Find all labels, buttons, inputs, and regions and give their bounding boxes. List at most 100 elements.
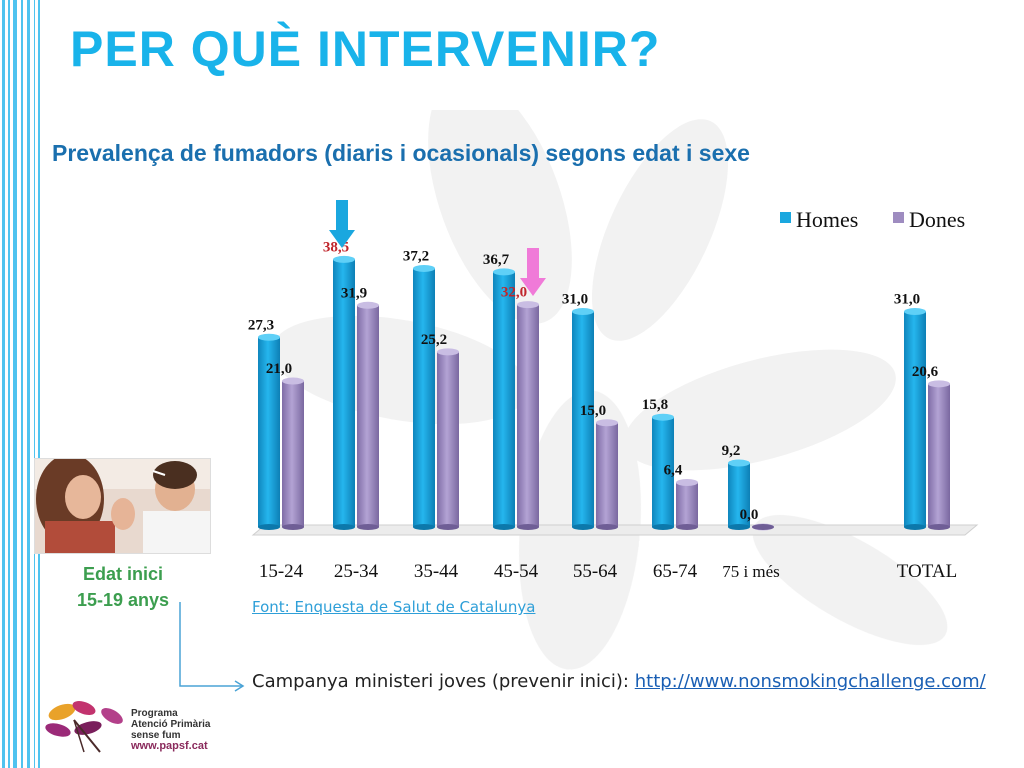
bar-dones-55-64 (596, 422, 618, 527)
papsf-logo (45, 701, 123, 753)
bar-top-dones-TOTAL (928, 380, 950, 388)
bar-top-homes-25-34 (333, 255, 355, 263)
bar-homes-15-24 (258, 337, 280, 527)
bar-dones-15-24 (282, 381, 304, 527)
slide-title: PER QUÈ INTERVENIR? (70, 21, 661, 77)
decor-stripe (2, 0, 5, 768)
bar-top-dones-45-54 (517, 301, 539, 309)
bar-base-dones-55-64 (596, 524, 618, 530)
decor-stripe (27, 0, 30, 768)
pink-arrow-head (520, 278, 546, 296)
start-age-title: Edat inici (82, 564, 163, 584)
legend-swatch (780, 212, 791, 223)
bar-homes-TOTAL (904, 311, 926, 527)
data-label: 31,0 (562, 292, 588, 308)
bar-top-homes-TOTAL (904, 308, 926, 316)
legend-label: Dones (909, 207, 965, 232)
bar-top-homes-65-74 (652, 413, 674, 421)
bar-homes-65-74 (652, 417, 674, 527)
bar-dones-65-74 (676, 482, 698, 527)
bar-base-homes-35-44 (413, 524, 435, 530)
bar-base-dones-35-44 (437, 524, 459, 530)
connector-arrow (179, 602, 245, 692)
bar-top-homes-75-i-més (728, 459, 750, 467)
bar-chart: 27,321,015-2438,531,925-3437,225,235-443… (248, 200, 979, 582)
logo-text: Programa Atenció Primària sense fum www.… (131, 708, 210, 752)
decor-stripe (21, 0, 23, 768)
bar-top-homes-55-64 (572, 308, 594, 316)
data-label: 0,0 (740, 507, 759, 523)
bar-homes-55-64 (572, 311, 594, 527)
start-age-range: 15-19 anys (76, 590, 170, 610)
bar-top-dones-55-64 (596, 419, 618, 427)
source-link[interactable]: Font: Enquesta de Salut de Catalunya (252, 598, 536, 616)
bar-homes-35-44 (413, 268, 435, 527)
bar-top-dones-65-74 (676, 479, 698, 487)
data-label: 21,0 (266, 361, 292, 377)
bar-base-dones-75-i-més (752, 524, 774, 530)
pink-arrow-shaft (527, 248, 539, 278)
chart-subtitle: Prevalença de fumadors (diaris i ocasion… (52, 140, 750, 166)
bar-top-dones-35-44 (437, 348, 459, 356)
blue-arrow-shaft (336, 200, 348, 230)
bar-top-dones-15-24 (282, 377, 304, 385)
data-label: 31,0 (894, 292, 920, 308)
campaign-line: Campanya ministeri joves (prevenir inici… (252, 671, 986, 692)
bar-dones-25-34 (357, 305, 379, 527)
bar-homes-25-34 (333, 259, 355, 527)
campaign-link[interactable]: http://www.nonsmokingchallenge.com/ (634, 671, 986, 692)
bar-base-dones-15-24 (282, 524, 304, 530)
decor-stripe (13, 0, 17, 768)
data-label: 27,3 (248, 317, 274, 333)
logo-line3: sense fum (131, 730, 181, 741)
x-tick-label: 15-24 (259, 561, 304, 582)
x-tick-label: 35-44 (414, 561, 459, 582)
x-tick-label: 65-74 (653, 561, 698, 582)
young-people-photo (34, 458, 211, 554)
data-label: 25,2 (421, 332, 447, 348)
data-label: 36,7 (483, 252, 510, 268)
data-label: 9,2 (722, 443, 741, 459)
logo-line1: Programa (131, 708, 178, 719)
data-label: 31,9 (341, 285, 367, 301)
start-age-label: Edat inici 15-19 anys (58, 561, 188, 613)
bar-dones-45-54 (517, 304, 539, 527)
x-tick-label: 25-34 (334, 561, 379, 582)
bar-base-homes-15-24 (258, 524, 280, 530)
decor-stripe (8, 0, 10, 768)
decor-stripe (38, 0, 40, 768)
bar-homes-75-i-més (728, 463, 750, 527)
x-tick-label: TOTAL (897, 561, 957, 582)
logo-url[interactable]: www.papsf.cat (131, 740, 208, 752)
bar-base-dones-25-34 (357, 524, 379, 530)
bar-base-dones-65-74 (676, 524, 698, 530)
x-tick-label: 55-64 (573, 561, 618, 582)
bar-top-dones-25-34 (357, 301, 379, 309)
bar-top-homes-45-54 (493, 268, 515, 276)
legend-swatch (893, 212, 904, 223)
bar-base-homes-55-64 (572, 524, 594, 530)
bar-base-homes-25-34 (333, 524, 355, 530)
legend-label: Homes (796, 207, 858, 232)
data-label: 37,2 (403, 248, 429, 264)
bar-base-dones-45-54 (517, 524, 539, 530)
data-label: 15,0 (580, 403, 606, 419)
data-label: 6,4 (664, 463, 683, 479)
blue-arrow-head (329, 230, 355, 248)
bar-dones-35-44 (437, 351, 459, 527)
bar-dones-TOTAL (928, 383, 950, 527)
bar-homes-45-54 (493, 271, 515, 527)
data-label: 15,8 (642, 397, 668, 413)
campaign-text: Campanya ministeri joves (prevenir inici… (252, 671, 635, 692)
data-label: 32,0 (501, 285, 527, 301)
bar-base-homes-TOTAL (904, 524, 926, 530)
bar-base-homes-45-54 (493, 524, 515, 530)
data-label: 20,6 (912, 364, 939, 380)
bar-top-homes-15-24 (258, 333, 280, 341)
x-tick-label: 45-54 (494, 561, 539, 582)
x-tick-label: 75 i més (722, 562, 780, 581)
logo-line2: Atenció Primària (131, 719, 211, 730)
bar-top-homes-35-44 (413, 264, 435, 272)
decor-stripe (34, 0, 35, 768)
bar-base-dones-TOTAL (928, 524, 950, 530)
